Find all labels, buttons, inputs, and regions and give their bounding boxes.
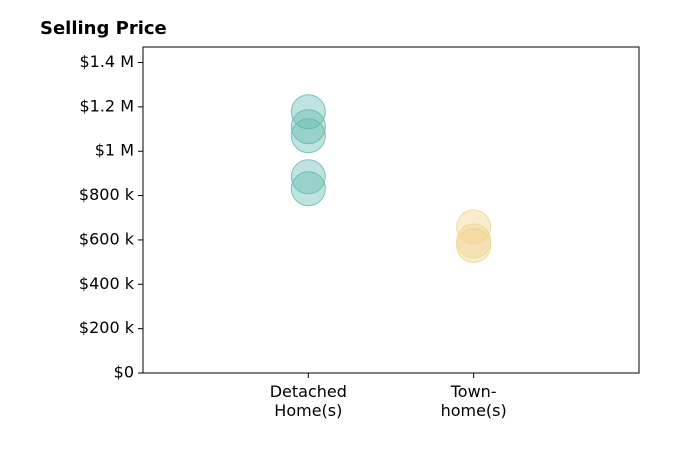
point (290, 94, 326, 130)
point (290, 109, 326, 145)
x-tick-label: Detached Home(s) (269, 382, 347, 420)
y-tick-label: $600 k (79, 229, 135, 248)
y-tick-label: $200 k (79, 318, 135, 337)
point (290, 159, 326, 195)
point (290, 118, 326, 154)
y-tick-label: $1.4 M (79, 52, 134, 71)
y-tick-label: $0 (114, 363, 134, 382)
y-tick-label: $800 k (79, 185, 135, 204)
plot-frame (142, 46, 640, 374)
y-tick-label: $1 M (95, 141, 134, 160)
point (456, 223, 492, 259)
y-tick-label: $1.2 M (79, 96, 134, 115)
point (290, 171, 326, 207)
point (456, 227, 492, 263)
chart-title: Selling Price (40, 18, 167, 39)
y-tick-label: $400 k (79, 274, 135, 293)
x-tick-label: Town- home(s) (440, 382, 507, 420)
point (456, 209, 492, 245)
